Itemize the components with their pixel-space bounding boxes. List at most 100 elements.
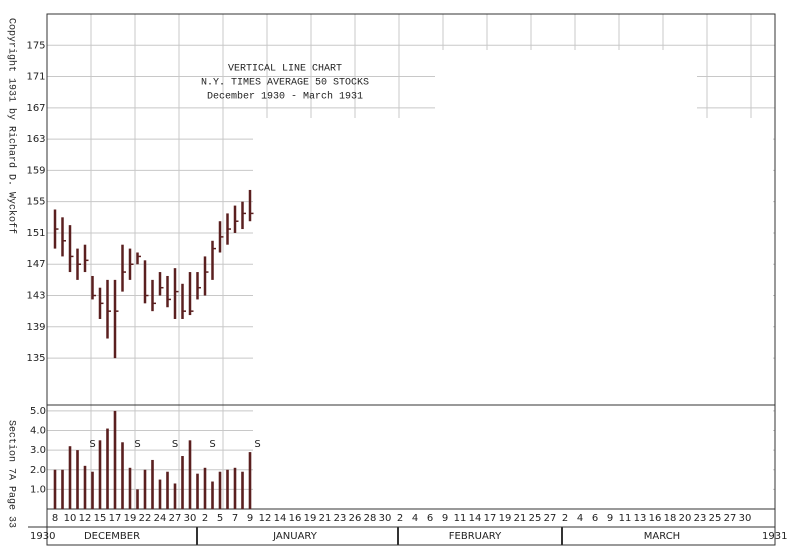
- y-tick-label: 2.0: [30, 465, 46, 476]
- x-tick-label: 2: [202, 513, 208, 524]
- saturday-mark: S: [209, 439, 215, 450]
- y-tick-label: 155: [26, 197, 45, 208]
- y-tick-label: 147: [26, 259, 45, 270]
- x-tick-label: 2: [562, 513, 568, 524]
- volume-bar: [181, 456, 184, 509]
- volume-bar: [233, 467, 237, 509]
- x-tick-label: 15: [94, 513, 107, 524]
- x-tick-label: 26: [349, 513, 362, 524]
- x-tick-label: 13: [634, 513, 647, 524]
- y-tick-label: 151: [26, 228, 45, 239]
- volume-bar: [166, 471, 169, 509]
- volume-bar: [211, 481, 214, 509]
- volume-bar: [158, 479, 162, 509]
- volume-bar: [53, 469, 57, 509]
- x-tick-label: 16: [649, 513, 662, 524]
- volume-bar: [113, 410, 117, 509]
- x-tick-label: 19: [124, 513, 137, 524]
- year-label: 1931: [762, 531, 787, 542]
- volume-bar: [136, 489, 139, 509]
- volume-bar: [61, 469, 64, 509]
- saturday-mark: S: [172, 439, 178, 450]
- x-tick-label: 10: [64, 513, 77, 524]
- x-tick-label: 16: [289, 513, 302, 524]
- x-tick-label: 4: [577, 513, 583, 524]
- volume-bar: [91, 471, 94, 509]
- x-tick-label: 30: [184, 513, 197, 524]
- y-tick-label: 163: [26, 134, 45, 145]
- volume-bar: [76, 450, 79, 509]
- volume-bar: [143, 469, 147, 509]
- x-tick-label: 6: [427, 513, 433, 524]
- volume-bar: [188, 440, 192, 509]
- x-tick-label: 14: [469, 513, 482, 524]
- y-tick-label: 4.0: [30, 426, 46, 437]
- x-tick-label: 21: [319, 513, 332, 524]
- x-tick-label: 19: [499, 513, 512, 524]
- month-label: FEBRUARY: [449, 531, 502, 542]
- x-tick-label: 19: [304, 513, 317, 524]
- x-tick-label: 30: [739, 513, 752, 524]
- x-tick-label: 23: [334, 513, 347, 524]
- x-tick-label: 25: [709, 513, 722, 524]
- x-tick-label: 20: [679, 513, 692, 524]
- blank-area: [435, 50, 697, 120]
- x-tick-label: 18: [664, 513, 677, 524]
- blank-area: [253, 118, 773, 509]
- frame: [46, 13, 776, 546]
- y-tick-label: 143: [26, 291, 45, 302]
- x-tick-label: 5: [217, 513, 223, 524]
- x-tick-label: 2: [397, 513, 403, 524]
- chart-title: N.Y. TIMES AVERAGE 50 STOCKS: [201, 78, 369, 89]
- x-tick-label: 21: [514, 513, 527, 524]
- saturday-mark: S: [89, 439, 95, 450]
- y-tick-label: 159: [26, 165, 45, 176]
- x-tick-label: 28: [364, 513, 377, 524]
- chart-subtitle: December 1930 - March 1931: [207, 91, 363, 103]
- x-tick-label: 27: [724, 513, 737, 524]
- volume-bar: [128, 467, 132, 509]
- x-tick-label: 17: [109, 513, 122, 524]
- y-tick-label: 167: [26, 103, 45, 114]
- month-label: JANUARY: [272, 531, 318, 542]
- volume-bar: [98, 440, 102, 509]
- volume-bar: [83, 465, 87, 509]
- y-tick-label: 1.0: [30, 484, 46, 495]
- saturday-mark: S: [134, 439, 140, 450]
- x-tick-label: 12: [259, 513, 272, 524]
- x-tick-label: 7: [232, 513, 238, 524]
- y-tick-label: 5.0: [30, 406, 46, 417]
- year-label: 1930: [30, 531, 55, 542]
- copyright: Copyright 1931 by Richard D. Wyckoff: [5, 18, 17, 234]
- x-tick-label: 22: [139, 513, 152, 524]
- y-tick-label: 3.0: [30, 445, 46, 456]
- section-note: Section 7A Page 33: [5, 420, 17, 528]
- x-tick-label: 12: [79, 513, 92, 524]
- x-tick-label: 11: [454, 513, 467, 524]
- volume-bar: [241, 471, 244, 509]
- x-tick-label: 25: [529, 513, 542, 524]
- volume-bar: [196, 473, 199, 509]
- x-tick-label: 17: [484, 513, 497, 524]
- volume-bar: [203, 467, 207, 509]
- chart-title: VERTICAL LINE CHART: [228, 64, 342, 75]
- volume-bar: [248, 452, 252, 509]
- x-tick-label: 11: [619, 513, 632, 524]
- volume-bar: [218, 471, 222, 509]
- month-label: MARCH: [644, 531, 680, 542]
- x-tick-label: 27: [169, 513, 182, 524]
- x-tick-label: 4: [412, 513, 418, 524]
- volume-bar: [173, 483, 177, 509]
- x-tick-label: 9: [442, 513, 448, 524]
- x-tick-label: 14: [274, 513, 287, 524]
- y-tick-label: 135: [26, 353, 45, 364]
- saturday-mark: S: [254, 439, 260, 450]
- x-tick-label: 24: [154, 513, 167, 524]
- volume-bar: [68, 446, 72, 509]
- x-tick-label: 8: [52, 513, 58, 524]
- x-tick-label: 9: [247, 513, 253, 524]
- x-tick-label: 23: [694, 513, 707, 524]
- x-tick-label: 27: [544, 513, 557, 524]
- x-tick-label: 9: [607, 513, 613, 524]
